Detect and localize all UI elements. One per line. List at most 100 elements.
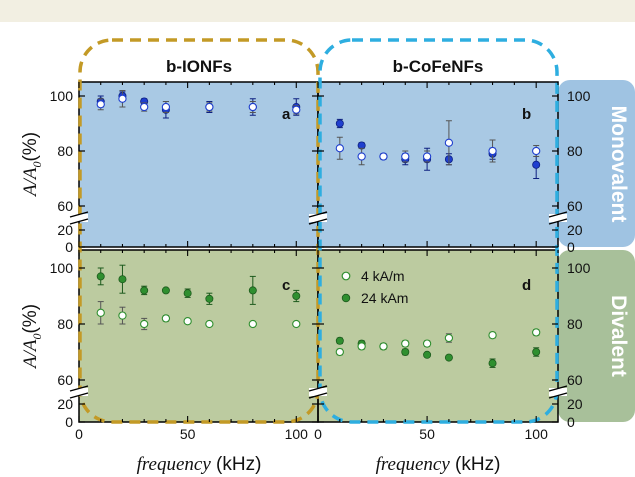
divalent-tab [558, 250, 635, 422]
x-tick-label: 50 [419, 426, 435, 442]
panel-letter-b: b [522, 106, 531, 123]
data-point-4kam [335, 347, 344, 357]
data-point-4kam [205, 102, 214, 112]
data-point-4kam [422, 152, 432, 161]
y-tick-label-left: 60 [57, 372, 73, 388]
y-tick-label-left: 100 [50, 88, 74, 104]
axis-break-slash [548, 218, 568, 225]
axis-break-slash [308, 385, 328, 392]
legend-marker-filled [341, 293, 351, 303]
data-point-24kam [335, 119, 344, 128]
data-point-4kam [140, 319, 149, 329]
y-axis-title-unit: (%) [20, 304, 41, 334]
monovalent-label: Monovalent [607, 106, 630, 223]
y-axis-title-top: A/A0(%) [20, 132, 44, 198]
data-point-24kam [205, 294, 214, 303]
axis-break-gap [70, 388, 88, 396]
x-axis-title-unit: (kHz) [211, 454, 262, 475]
y-axis-title-sub: 0 [30, 334, 44, 340]
data-point-24kam [118, 275, 127, 284]
data-point-4kam [118, 94, 127, 103]
x-tick-label: 100 [525, 426, 549, 442]
data-point-24kam [248, 286, 257, 295]
data-point-4kam [379, 342, 388, 351]
data-point-4kam [401, 339, 410, 348]
axis-break-slash [308, 211, 328, 218]
data-point-24kam [335, 336, 344, 345]
y-tick-label-right: 80 [567, 143, 583, 159]
axis-break-slash [308, 218, 328, 225]
legend-marker-open [341, 271, 351, 281]
data-point-4kam [96, 308, 105, 317]
data-point-24kam [183, 289, 192, 298]
axis-break-slash [308, 392, 328, 399]
data-point-24kam [140, 286, 149, 295]
column-title-ionfs: b-IONFs [166, 57, 232, 76]
data-point-4kam [161, 314, 171, 323]
data-point-24kam [444, 353, 453, 362]
cofe-dashed-frame [318, 38, 559, 424]
data-point-24kam [161, 286, 170, 295]
data-point-4kam [205, 319, 214, 329]
axis-break-slash [548, 392, 568, 399]
data-point-24kam [292, 291, 301, 300]
data-point-24kam [423, 350, 432, 359]
data-point-4kam [140, 102, 149, 112]
legend-label-24kam: 24 kAm [361, 290, 408, 306]
top-band [0, 0, 635, 22]
data-point-4kam [401, 152, 410, 161]
data-point-4kam [161, 102, 171, 112]
data-point-4kam [488, 146, 497, 156]
x-axis-title-left: frequency (kHz) [137, 454, 262, 475]
data-point-4kam [248, 102, 257, 112]
y-tick-label-left: 80 [57, 316, 73, 332]
axis-break-slash [69, 211, 89, 218]
y-tick-label-right: 20 [567, 222, 583, 238]
data-point-4kam [357, 342, 366, 351]
y-tick-label-left: 0 [65, 239, 73, 255]
x-axis-title-var: frequency [137, 454, 212, 475]
panel-a-background [79, 82, 318, 247]
data-point-4kam [422, 339, 432, 348]
data-point-24kam [488, 359, 497, 368]
axis-break-gap [549, 214, 567, 222]
y-axis-title-bottom: A/A0(%) [20, 304, 44, 370]
data-point-4kam [292, 105, 301, 114]
legend-label-4kam: 4 kA/m [361, 268, 405, 284]
y-tick-label-right: 60 [567, 372, 583, 388]
y-tick-label-right: 80 [567, 316, 583, 332]
monovalent-tab [558, 80, 635, 247]
data-point-4kam [379, 152, 388, 161]
panel-letter-a: a [282, 106, 291, 123]
data-point-4kam [488, 331, 497, 340]
data-point-4kam [292, 319, 301, 329]
panel-c-background [79, 250, 318, 422]
y-tick-label-right: 100 [567, 260, 591, 276]
panel-letter-c: c [282, 277, 290, 294]
y-tick-label-left: 20 [57, 396, 73, 412]
y-tick-label-right: 0 [567, 414, 575, 430]
axis-break-gap [70, 214, 88, 222]
data-point-4kam [532, 328, 541, 337]
axis-break-slash [548, 385, 568, 392]
ionf-dashed-frame [78, 38, 320, 424]
data-point-24kam [96, 272, 105, 281]
column-title-cofenfs: b-CoFeNFs [393, 57, 484, 76]
data-point-24kam [532, 347, 541, 356]
axis-break-gap [309, 388, 327, 396]
x-axis-title-var: frequency [376, 454, 451, 475]
x-tick-label: 0 [75, 426, 83, 442]
y-tick-label-left: 20 [57, 222, 73, 238]
axis-break-slash [69, 218, 89, 225]
data-point-4kam [118, 311, 127, 320]
axis-break-gap [309, 214, 327, 222]
y-tick-label-right: 60 [567, 198, 583, 214]
y-tick-label-left: 80 [57, 143, 73, 159]
x-axis-title-unit: (kHz) [450, 454, 501, 475]
data-point-4kam [357, 152, 366, 161]
panel-b-background [318, 82, 558, 247]
x-tick-label: 100 [285, 426, 309, 442]
y-tick-label-right: 0 [567, 239, 575, 255]
y-axis-title-sub: 0 [30, 162, 44, 168]
